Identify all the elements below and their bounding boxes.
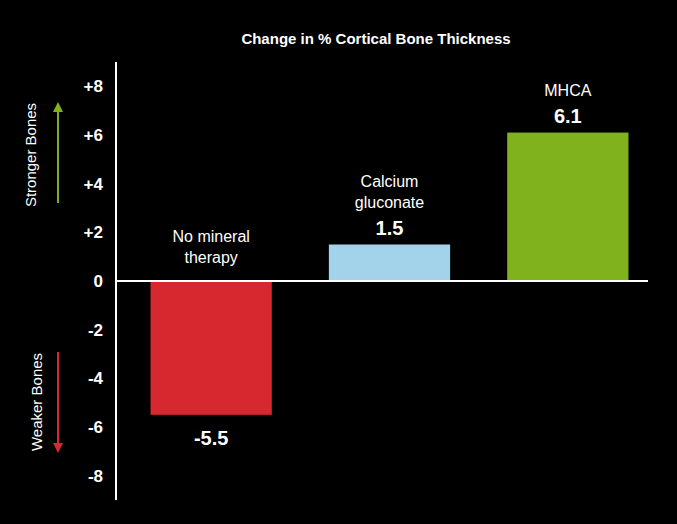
annotation-arrow-head: [53, 102, 63, 112]
background: [0, 0, 677, 524]
annotation: Stronger Bones: [22, 103, 39, 207]
data-label: 6.1: [554, 105, 582, 127]
category-label: MHCA: [544, 82, 591, 99]
annotation-arrow-head: [53, 443, 63, 453]
y-tick-label: +2: [84, 223, 103, 242]
bars: [151, 133, 629, 415]
category-line: Calcium: [361, 173, 419, 190]
category-line: MHCA: [544, 82, 591, 99]
bar: [507, 133, 628, 281]
y-tick-label: -8: [88, 467, 103, 486]
category-line: No mineral: [172, 228, 249, 245]
annotation-arrow-shaft: [57, 110, 59, 203]
bar: [151, 281, 272, 415]
y-tick-label: -2: [88, 321, 103, 340]
category-line: gluconate: [355, 194, 424, 211]
annotation-arrow-shaft: [57, 352, 59, 445]
title: Change in % Cortical Bone Thickness: [241, 30, 510, 47]
y-tick-label: -6: [88, 418, 103, 437]
bar: [329, 245, 450, 282]
category-line: therapy: [184, 249, 237, 266]
chart-svg: Change in % Cortical Bone Thickness +8 +6 +…: [0, 0, 677, 524]
y-tick-label: +4: [84, 175, 104, 194]
category-label: No mineral therapy: [172, 228, 249, 266]
data-label: 1.5: [376, 217, 404, 239]
category-label: Calcium gluconate: [355, 173, 424, 211]
zero-line: [116, 280, 648, 282]
y-tick-label: +6: [84, 126, 103, 145]
annotation: Weaker Bones: [28, 353, 45, 451]
y-tick-label: 0: [94, 272, 103, 291]
data-label: -5.5: [194, 427, 228, 449]
y-tick-label: -4: [88, 369, 104, 388]
chart-container: Change in % Cortical Bone Thickness +8 +6 +…: [0, 0, 677, 524]
y-tick-label: +8: [84, 77, 103, 96]
